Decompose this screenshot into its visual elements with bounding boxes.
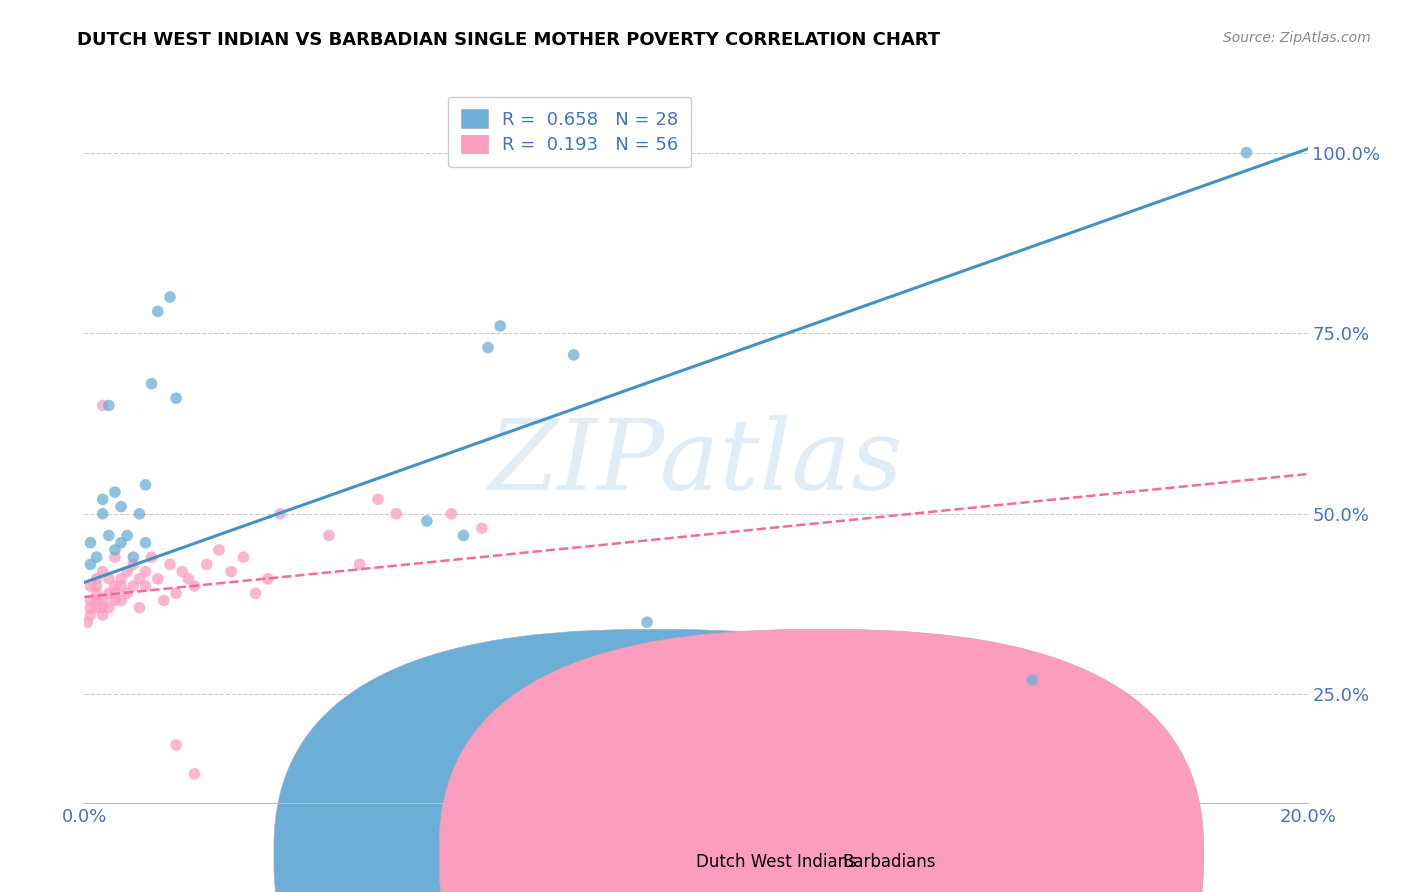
Point [232,550,254,565]
Point [489,318,512,333]
Point [79,579,101,593]
Point [183,579,205,593]
Point [97,586,120,600]
Point [97,572,120,586]
Point [636,615,658,630]
Point [115,528,138,542]
Point [79,593,101,607]
Point [318,528,340,542]
Point [195,558,218,572]
Point [440,507,463,521]
Point [122,558,145,572]
Point [135,478,157,492]
Point [110,572,132,586]
Point [153,593,176,607]
Point [110,500,132,514]
Point [128,600,150,615]
Point [115,565,138,579]
Point [257,572,280,586]
Point [76,615,98,630]
Point [208,542,231,557]
Point [385,507,408,521]
Point [110,579,132,593]
Point [159,290,181,304]
Point [79,558,101,572]
Point [471,521,494,535]
Point [91,607,114,622]
Point [183,767,205,781]
Legend: R =  0.658   N = 28, R =  0.193   N = 56: R = 0.658 N = 28, R = 0.193 N = 56 [449,96,692,167]
Point [91,565,114,579]
Point [104,550,127,565]
Point [97,398,120,412]
Point [104,579,127,593]
Point [91,507,114,521]
Text: Barbadians: Barbadians [842,854,936,871]
Point [115,586,138,600]
Point [562,348,585,362]
Point [110,593,132,607]
Point [122,550,145,565]
Point [159,558,181,572]
Point [146,572,169,586]
Point [86,586,108,600]
Point [245,586,267,600]
Point [91,398,114,412]
Text: ZIPatlas: ZIPatlas [489,416,903,511]
Point [165,391,187,405]
Point [128,572,150,586]
Point [146,304,169,318]
Point [1021,673,1043,687]
Point [86,593,108,607]
Point [416,514,439,528]
Point [97,600,120,615]
Point [135,535,157,549]
Point [135,579,157,593]
Point [104,542,127,557]
Point [219,565,242,579]
Point [269,507,291,521]
Point [79,535,101,549]
Point [349,558,371,572]
Text: Source: ZipAtlas.com: Source: ZipAtlas.com [1223,31,1371,45]
Point [165,586,187,600]
Point [177,572,200,586]
Point [104,593,127,607]
Point [79,600,101,615]
Point [128,507,150,521]
Point [367,492,389,507]
Point [135,565,157,579]
Point [477,341,499,355]
Point [165,738,187,752]
Point [86,572,108,586]
Text: Dutch West Indians: Dutch West Indians [696,854,856,871]
Point [453,528,475,542]
Point [110,535,132,549]
Point [172,565,194,579]
Point [97,528,120,542]
Point [91,600,114,615]
Point [91,492,114,507]
Point [104,485,127,500]
Point [141,550,163,565]
FancyBboxPatch shape [274,630,1039,892]
Point [86,579,108,593]
FancyBboxPatch shape [439,630,1204,892]
Point [86,550,108,565]
Point [91,593,114,607]
Point [79,607,101,622]
Point [141,376,163,391]
Point [1236,145,1258,160]
Text: DUTCH WEST INDIAN VS BARBADIAN SINGLE MOTHER POVERTY CORRELATION CHART: DUTCH WEST INDIAN VS BARBADIAN SINGLE MO… [77,31,941,49]
Point [86,600,108,615]
Point [122,579,145,593]
Point [104,586,127,600]
